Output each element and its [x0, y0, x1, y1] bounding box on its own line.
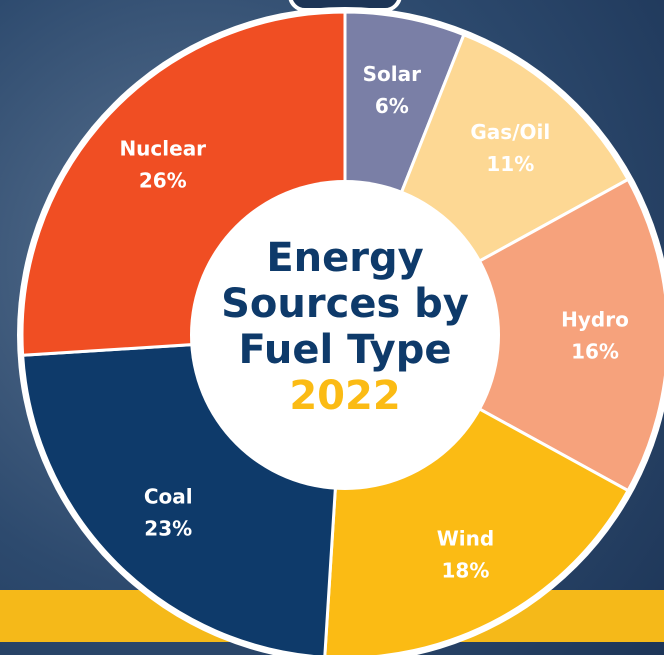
category-label: Solar	[363, 62, 421, 86]
center-text: Energy Sources by Fuel Type 2022	[215, 235, 475, 419]
chart-subtitle: 2022	[215, 373, 475, 419]
value-label: 26%	[139, 168, 187, 192]
value-label: 18%	[442, 559, 490, 583]
value-label: 6%	[375, 94, 409, 118]
value-label: 11%	[486, 152, 534, 176]
chart-title: Energy Sources by Fuel Type	[215, 235, 475, 373]
value-label: 23%	[144, 516, 192, 540]
category-label: Wind	[437, 527, 494, 551]
category-label: Coal	[144, 484, 193, 508]
category-label: Hydro	[561, 308, 629, 332]
category-label: Gas/Oil	[470, 120, 550, 144]
category-label: Nuclear	[119, 136, 206, 160]
infographic: Solar 6% Gas/Oil 11% Hydro 16% Wind 18% Coal 23% N…	[0, 0, 664, 655]
value-label: 16%	[571, 340, 619, 364]
